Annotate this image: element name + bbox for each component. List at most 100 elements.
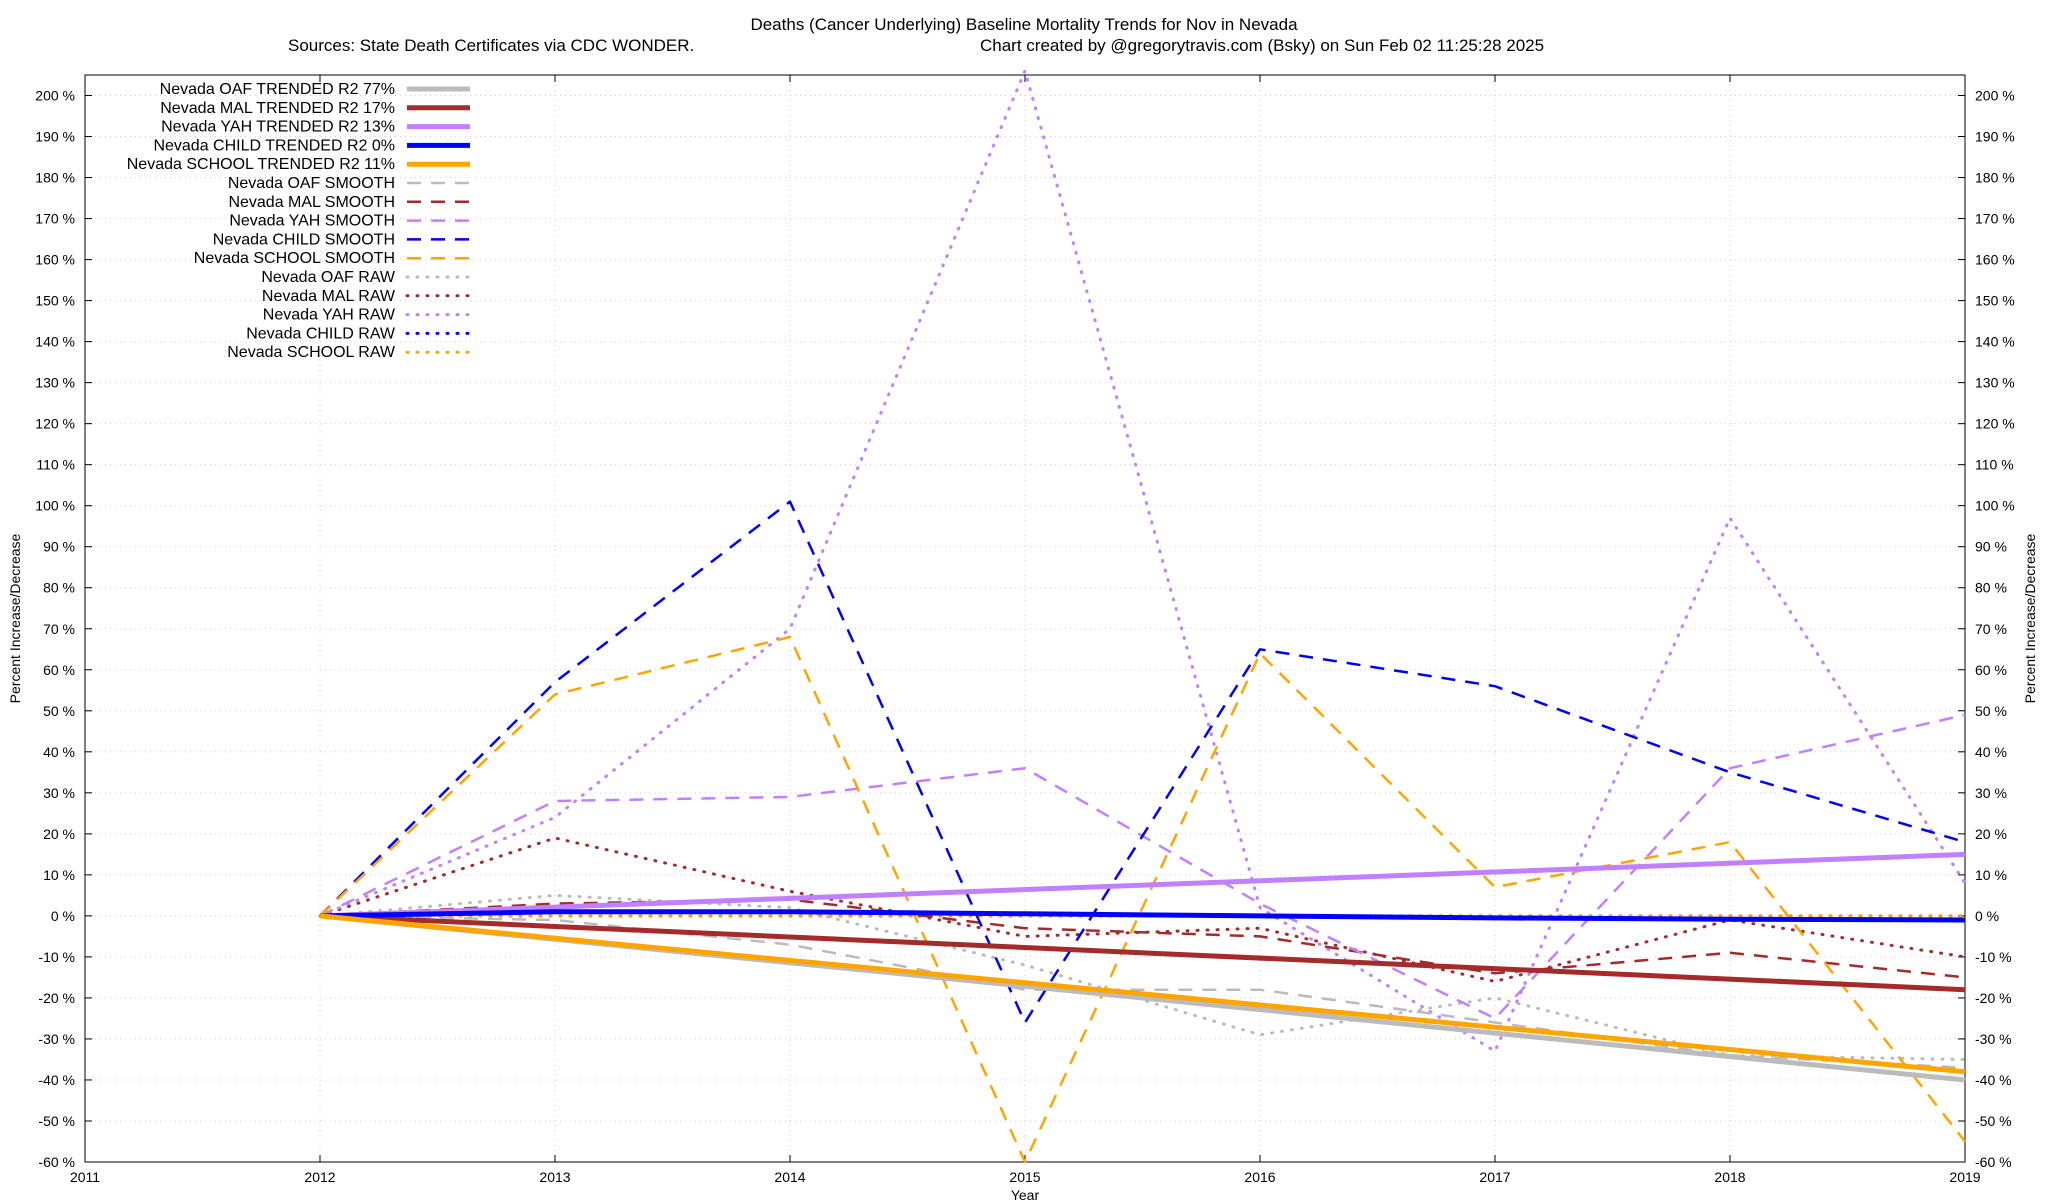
x-tick-label: 2012 <box>304 1169 335 1185</box>
series-line-raw-12 <box>318 69 1967 1053</box>
y-tick-label-left: 80 % <box>43 580 75 596</box>
chart-subtitle-credit: Chart created by @gregorytravis.com (Bsk… <box>980 36 1544 55</box>
y-tick-label-left: 70 % <box>43 621 75 637</box>
y-tick-label-left: -20 % <box>38 990 75 1006</box>
y-tick-label-left: 170 % <box>35 211 75 227</box>
series-line-trend-4 <box>319 913 1966 1075</box>
y-tick-label-right: -30 % <box>1975 1031 2012 1047</box>
series-line-smooth-5 <box>319 914 1966 1069</box>
y-axis-label-left: Percent Increase/Decrease <box>7 533 23 703</box>
y-tick-label-left: 110 % <box>36 457 75 473</box>
y-tick-label-right: 190 % <box>1975 129 2015 145</box>
x-tick-label: 2013 <box>539 1169 570 1185</box>
y-axis-label-right: Percent Increase/Decrease <box>2022 533 2038 703</box>
x-axis-label: Year <box>1011 1187 1040 1200</box>
y-tick-label-left: 180 % <box>35 170 75 186</box>
y-tick-label-right: -60 % <box>1975 1154 2012 1170</box>
y-tick-label-left: 30 % <box>43 785 75 801</box>
y-tick-label-right: -50 % <box>1975 1113 2012 1129</box>
y-tick-label-left: 190 % <box>35 129 75 145</box>
y-tick-label-left: -30 % <box>38 1031 75 1047</box>
legend-entry-label: Nevada MAL RAW <box>262 288 396 305</box>
series-line-trend-2 <box>319 851 1966 919</box>
y-tick-label-right: 0 % <box>1975 908 1999 924</box>
legend-entry-label: Nevada YAH SMOOTH <box>229 213 395 230</box>
y-tick-label-right: 30 % <box>1975 785 2007 801</box>
y-tick-label-right: 70 % <box>1975 621 2007 637</box>
y-tick-label-right: -10 % <box>1975 949 2012 965</box>
legend-entry-label: Nevada OAF SMOOTH <box>228 175 395 192</box>
series-line-trend-3 <box>319 909 1966 923</box>
legend-entry-label: Nevada OAF RAW <box>261 269 396 286</box>
series-line-smooth-8 <box>319 500 1966 1024</box>
series-line-smooth-9 <box>319 635 1966 1164</box>
y-tick-label-left: 20 % <box>43 826 75 842</box>
x-tick-label: 2014 <box>774 1169 805 1185</box>
y-tick-label-right: 10 % <box>1975 867 2007 883</box>
y-tick-label-left: -60 % <box>38 1154 75 1170</box>
y-tick-label-right: 40 % <box>1975 744 2007 760</box>
series-line-trend-1 <box>319 913 1966 993</box>
y-tick-label-right: 50 % <box>1975 703 2007 719</box>
y-tick-label-right: 80 % <box>1975 580 2007 596</box>
x-tick-label: 2011 <box>70 1169 100 1185</box>
series-lines <box>318 69 1967 1164</box>
y-tick-label-left: -40 % <box>38 1072 75 1088</box>
y-tick-label-right: 20 % <box>1975 826 2007 842</box>
y-tick-label-left: 50 % <box>43 703 75 719</box>
y-tick-label-right: 130 % <box>1975 375 2015 391</box>
y-tick-label-left: 0 % <box>51 908 75 924</box>
y-tick-label-left: 200 % <box>35 88 75 104</box>
y-tick-label-left: 100 % <box>35 498 75 514</box>
x-axis: 2011 2012 2013 2014 2015 2016 2017 2018 2019 <box>70 75 1981 1185</box>
y-tick-label-left: -10 % <box>38 949 75 965</box>
y-tick-label-right: 150 % <box>1975 293 2015 309</box>
x-tick-label: 2015 <box>1009 1169 1040 1185</box>
y-tick-label-left: 160 % <box>35 252 75 268</box>
legend-entry-label: Nevada CHILD SMOOTH <box>213 231 395 248</box>
legend-entry-label: Nevada SCHOOL TRENDED R2 11% <box>127 156 395 173</box>
y-tick-label-right: -20 % <box>1975 990 2012 1006</box>
y-tick-label-right: 200 % <box>1975 88 2015 104</box>
y-tick-label-left: 10 % <box>43 867 75 883</box>
legend-entry-label: Nevada CHILD TRENDED R2 0% <box>153 137 395 154</box>
y-tick-label-right: 100 % <box>1975 498 2015 514</box>
y-tick-label-right: 140 % <box>1975 334 2015 350</box>
chart-subtitle-source: Sources: State Death Certificates via CD… <box>288 36 694 55</box>
y-tick-label-left: 150 % <box>35 293 75 309</box>
y-tick-label-right: -40 % <box>1975 1072 2012 1088</box>
y-tick-label-left: 140 % <box>35 334 75 350</box>
series-line-smooth-6 <box>319 898 1966 979</box>
legend: Nevada OAF TRENDED R2 77% Nevada MAL TREN… <box>127 81 472 361</box>
y-axis-right: -60 % -50 % -40 % -30 % -20 % -10 % 0 % 10 % 20 … <box>1958 88 2015 1170</box>
legend-entry-label: Nevada YAH RAW <box>263 307 396 324</box>
legend-entry-label: Nevada SCHOOL RAW <box>227 344 396 361</box>
legend-entry-label: Nevada SCHOOL SMOOTH <box>194 250 395 267</box>
y-tick-label-left: 40 % <box>43 744 75 760</box>
y-tick-label-right: 90 % <box>1975 539 2007 555</box>
y-tick-label-left: 130 % <box>35 375 75 391</box>
y-tick-label-right: 120 % <box>1975 416 2015 432</box>
legend-entry-label: Nevada OAF TRENDED R2 77% <box>160 81 395 98</box>
chart-title: Deaths (Cancer Underlying) Baseline Mort… <box>750 15 1298 34</box>
y-tick-label-right: 160 % <box>1975 252 2015 268</box>
x-tick-label: 2019 <box>1949 1169 1980 1185</box>
y-tick-label-left: 60 % <box>43 662 75 678</box>
y-tick-label-right: 170 % <box>1975 211 2015 227</box>
x-tick-label: 2017 <box>1479 1169 1510 1185</box>
y-axis-left: -60 % -50 % -40 % -30 % -20 % -10 % 0 % 10 % 20 … <box>35 88 92 1170</box>
legend-entry-label: Nevada YAH TRENDED R2 13% <box>161 119 395 136</box>
x-tick-label: 2018 <box>1714 1169 1745 1185</box>
y-tick-label-left: 90 % <box>43 539 75 555</box>
x-tick-label: 2016 <box>1244 1169 1275 1185</box>
legend-entry-label: Nevada MAL TRENDED R2 17% <box>160 100 395 117</box>
y-tick-label-right: 110 % <box>1975 457 2014 473</box>
y-tick-label-right: 60 % <box>1975 662 2007 678</box>
y-tick-label-left: 120 % <box>35 416 75 432</box>
legend-entry-label: Nevada MAL SMOOTH <box>228 194 395 211</box>
legend-entry-label: Nevada CHILD RAW <box>246 325 396 342</box>
y-tick-label-left: -50 % <box>38 1113 75 1129</box>
y-tick-label-right: 180 % <box>1975 170 2015 186</box>
